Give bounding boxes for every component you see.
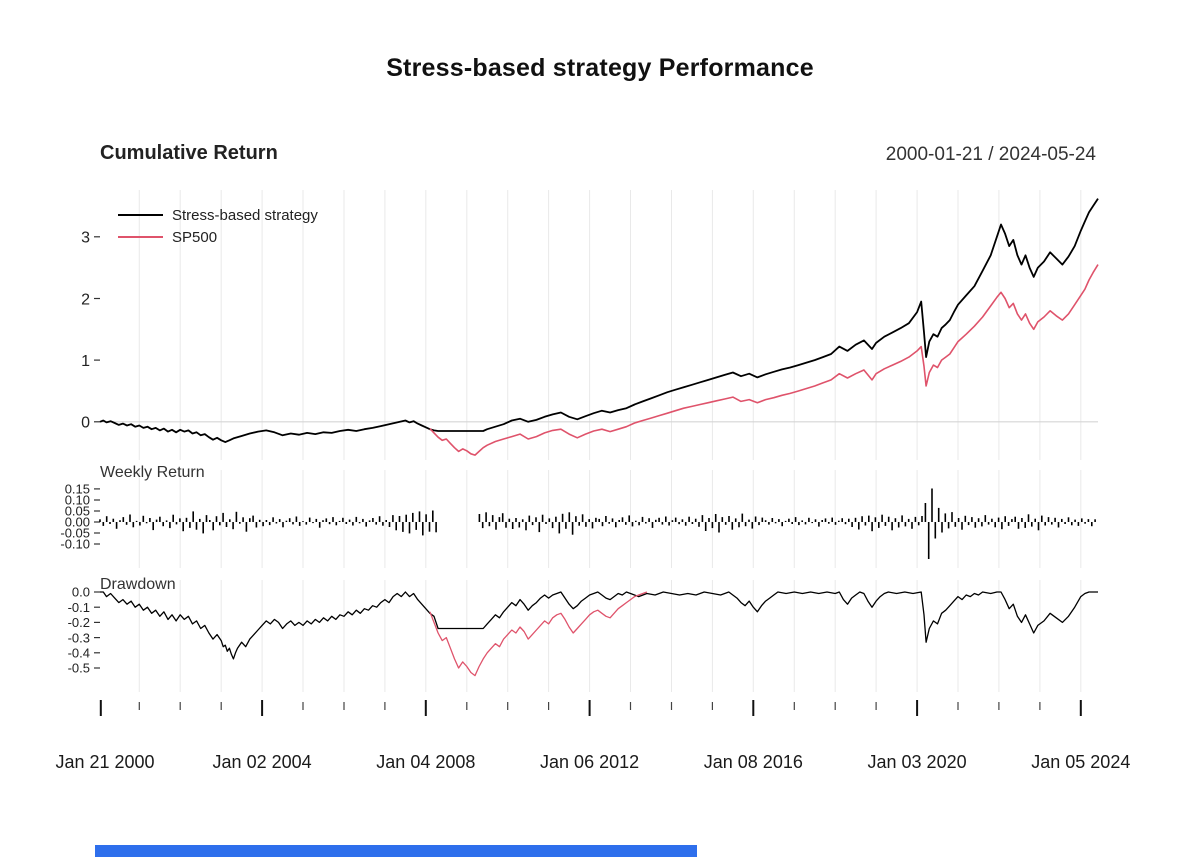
cumulative-ytick-label: 3 <box>81 230 90 247</box>
x-tick-label: Jan 04 2008 <box>376 752 476 772</box>
date-range: 2000-01-21 / 2024-05-24 <box>885 144 1096 165</box>
weekly-ytick-label: 0.00 <box>65 515 90 530</box>
cumulative-panel: 0 1 2 3 <box>81 190 1099 460</box>
strategy-line-swatch <box>118 214 163 216</box>
drawdown-ytick-label: -0.4 <box>68 646 90 661</box>
stress-based-strategy-line <box>99 198 1099 444</box>
x-tick-label: Jan 08 2016 <box>703 752 803 772</box>
drawdown-ytick-label: -0.1 <box>68 600 90 615</box>
sp500-line <box>429 264 1099 456</box>
chart-title: Stress-based strategy Performance <box>386 54 814 82</box>
drawdown-ytick-label: -0.3 <box>68 630 90 645</box>
x-axis <box>99 700 1082 716</box>
drawdown-panel-title: Drawdown <box>100 576 176 593</box>
x-tick-label: Jan 21 2000 <box>55 752 155 772</box>
weekly-ytick-label: 0.15 <box>65 482 90 497</box>
legend-row-strategy: Stress-based strategy <box>118 204 318 226</box>
weekly-panel: 0.150.100.050.00-0.05-0.10 <box>60 470 1096 568</box>
weekly-return-bars <box>99 488 1096 559</box>
sp500-drawdown-line <box>429 591 648 677</box>
drawdown-ytick-label: -0.5 <box>68 661 90 676</box>
legend: Stress-based strategy SP500 <box>118 204 318 248</box>
cumulative-ytick-label: 2 <box>81 291 90 308</box>
x-axis-labels: Jan 21 2000 Jan 02 2004 Jan 04 2008 Jan 06 … <box>0 752 1200 778</box>
x-tick-label: Jan 06 2012 <box>540 752 640 772</box>
x-tick-label: Jan 03 2020 <box>867 752 967 772</box>
x-tick-label: Jan 02 2004 <box>212 752 312 772</box>
weekly-ytick-label: 0.10 <box>65 493 90 508</box>
cumulative-panel-title: Cumulative Return <box>100 142 278 164</box>
x-tick-label: Jan 05 2024 <box>1031 752 1131 772</box>
drawdown-ytick-label: -0.2 <box>68 615 90 630</box>
bottom-blue-bar <box>95 845 697 857</box>
cumulative-ytick-label: 0 <box>81 415 90 432</box>
drawdown-ytick-label: 0.0 <box>72 585 90 600</box>
legend-row-sp500: SP500 <box>118 226 318 248</box>
legend-label-strategy: Stress-based strategy <box>172 206 318 224</box>
weekly-return-panel-title: Weekly Return <box>100 464 205 481</box>
weekly-ytick-label: 0.05 <box>65 504 90 519</box>
weekly-ytick-label: -0.10 <box>60 537 90 552</box>
stress-based-strategy-drawdown-line <box>100 591 1098 660</box>
legend-label-sp500: SP500 <box>172 228 218 246</box>
drawdown-panel: 0.0-0.1-0.2-0.3-0.4-0.5 <box>68 580 1098 692</box>
sp500-line-swatch <box>118 236 163 238</box>
cumulative-ytick-label: 1 <box>81 353 90 370</box>
weekly-ytick-label: -0.05 <box>60 526 90 541</box>
